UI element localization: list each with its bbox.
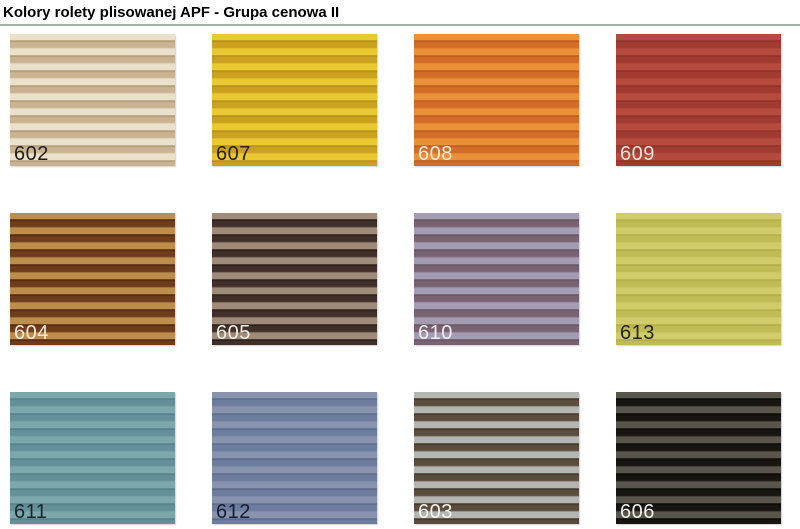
page-title: Kolory rolety plisowanej APF - Grupa cen… — [3, 4, 340, 21]
swatch-611: 611 — [10, 392, 175, 524]
swatch-code-label: 612 — [216, 501, 251, 523]
swatch-code-label: 610 — [418, 322, 453, 344]
swatch-608: 608 — [414, 34, 579, 166]
swatch-605: 605 — [212, 213, 377, 345]
swatch-610: 610 — [414, 213, 579, 345]
swatch-602: 602 — [10, 34, 175, 166]
swatch-code-label: 605 — [216, 322, 251, 344]
swatch-code-label: 607 — [216, 143, 251, 165]
swatch-603: 603 — [414, 392, 579, 524]
title-divider — [0, 24, 800, 26]
swatch-code-label: 606 — [620, 501, 655, 523]
swatch-code-label: 609 — [620, 143, 655, 165]
swatch-604: 604 — [10, 213, 175, 345]
swatch-612: 612 — [212, 392, 377, 524]
swatch-code-label: 603 — [418, 501, 453, 523]
swatch-609: 609 — [616, 34, 781, 166]
swatch-code-label: 604 — [14, 322, 49, 344]
swatch-code-label: 602 — [14, 143, 49, 165]
page-header: Kolory rolety plisowanej APF - Grupa cen… — [0, 4, 800, 21]
swatch-code-label: 608 — [418, 143, 453, 165]
swatch-613: 613 — [616, 213, 781, 345]
swatch-code-label: 611 — [14, 501, 48, 523]
swatch-grid: 602 607 608 609 604 605 610 613 611 612 603 606 — [0, 34, 800, 524]
swatch-606: 606 — [616, 392, 781, 524]
swatch-code-label: 613 — [620, 322, 655, 344]
swatch-607: 607 — [212, 34, 377, 166]
